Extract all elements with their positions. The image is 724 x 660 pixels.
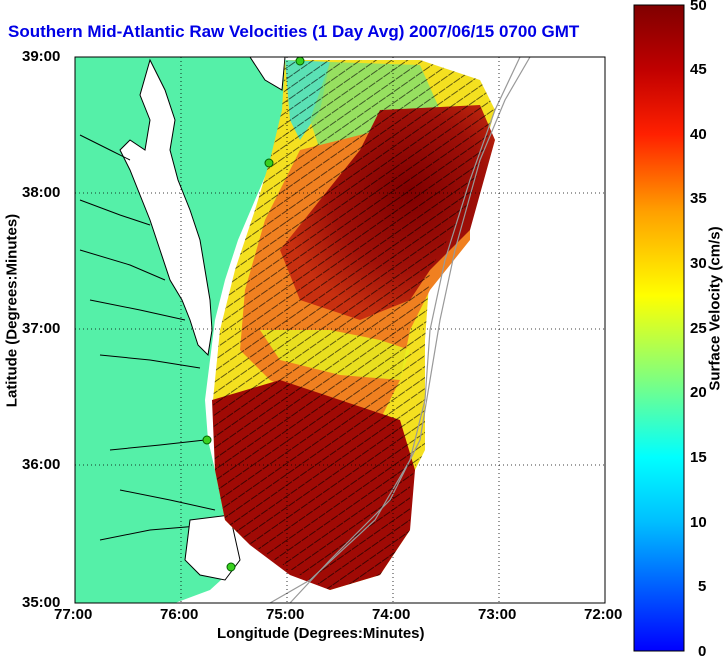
x-tick: 75:00: [266, 606, 305, 623]
x-axis-label: Longitude (Degrees:Minutes): [217, 625, 425, 642]
x-tick: 74:00: [372, 606, 411, 623]
colorbar-tick: 15: [690, 449, 707, 466]
map-title: Southern Mid-Atlantic Raw Velocities (1 …: [8, 22, 580, 41]
colorbar-tick: 45: [690, 61, 707, 78]
grid-lines: [75, 57, 605, 603]
bathymetry-contour-2: [269, 57, 521, 603]
station-markers: [202, 57, 305, 572]
river-lines: [79, 134, 216, 541]
colorbar-tick: 5: [698, 578, 707, 595]
chesapeake-bay: [119, 58, 213, 357]
colorbar-tick: 20: [690, 384, 707, 401]
y-tick: 35:00: [22, 594, 61, 611]
y-tick: 36:00: [22, 456, 61, 473]
delaware-bay: [249, 57, 286, 91]
colorbar-tick: 10: [690, 514, 707, 531]
plot-frame: [74, 56, 606, 604]
y-tick: 37:00: [22, 320, 61, 337]
colorbar-label: Surface Velocity (cm/s): [706, 226, 724, 391]
bathymetry-contour: [289, 57, 531, 603]
colorbar-tick: 40: [690, 126, 707, 143]
colorbar: [633, 4, 685, 652]
y-axis-label: Latitude (Degrees:Minutes): [3, 213, 21, 408]
colorbar-tick: 30: [690, 255, 707, 272]
x-tick: 76:00: [160, 606, 199, 623]
velocity-vectors: [213, 60, 495, 590]
x-tick: 77:00: [54, 606, 93, 623]
colorbar-tick: 0: [698, 643, 707, 660]
y-tick: 38:00: [22, 184, 61, 201]
colorbar-tick: 50: [690, 0, 707, 14]
x-tick: 73:00: [478, 606, 517, 623]
x-tick: 72:00: [584, 606, 623, 623]
land-mass: [75, 57, 288, 603]
colorbar-tick: 25: [690, 320, 707, 337]
y-tick: 39:00: [22, 48, 61, 65]
colorbar-tick: 35: [690, 190, 707, 207]
